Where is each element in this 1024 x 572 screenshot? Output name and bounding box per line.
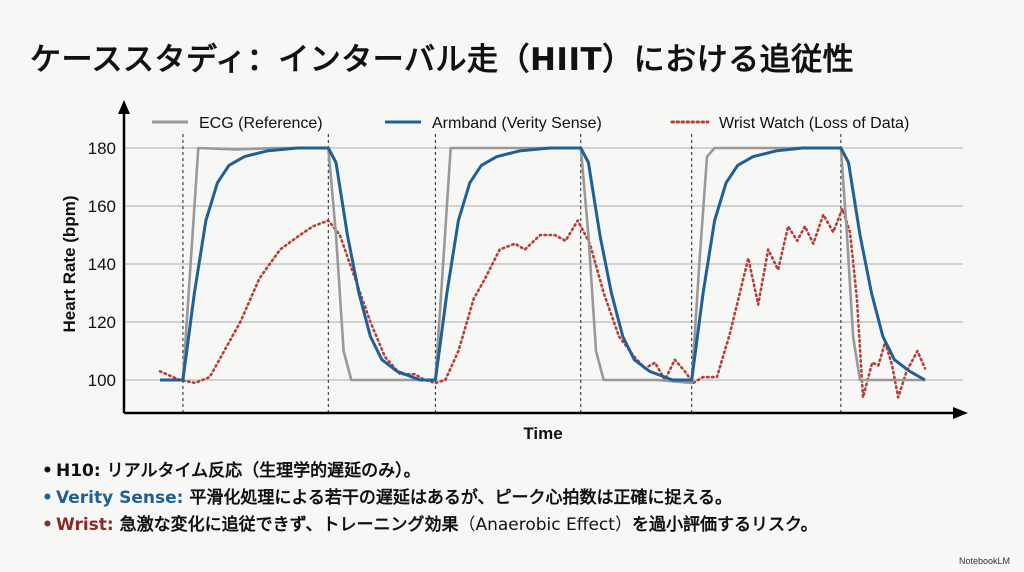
notebooklm-brand: NotebookLM [958, 556, 1010, 566]
bullet-text: リアルタイム反応（生理学的遅延のみ）。 [106, 461, 421, 481]
series-line-ecg [160, 146, 925, 385]
bullet-dot: • [42, 515, 53, 535]
legend-label: ECG (Reference) [199, 115, 323, 132]
slide-title: ケーススタディ：インターバル走（HIIT）における追従性 [30, 42, 855, 78]
bullet-text: 平滑化処理による若干の遅延はあるが、ピーク心拍数は正確に捉える。 [189, 488, 732, 508]
heart-rate-chart: 100 120 140 160 180 Time Heart Rate (bpm) ECG (… [60, 100, 968, 443]
bullet-label: H10: [56, 461, 101, 481]
bullet-dot: • [42, 461, 53, 481]
bullet-verity: • Verity Sense: 平滑化処理による若干の遅延はあるが、ピーク心拍数は… [42, 485, 818, 512]
series-line-armband [160, 146, 926, 382]
bullet-label: Wrist: [56, 515, 114, 535]
y-axis-arrow-icon [118, 100, 130, 114]
series-line-wrist [158, 207, 927, 399]
bullet-text-tail: を過小評価するリスク。 [631, 515, 818, 535]
y-tick-label: 160 [88, 197, 116, 216]
x-axis-label: Time [523, 424, 562, 443]
y-tick-label: 140 [88, 255, 116, 274]
bullet-label: Verity Sense: [56, 488, 184, 508]
y-tick-label: 100 [88, 371, 116, 390]
x-axis-arrow-icon [953, 407, 968, 419]
bullet-dot: • [42, 488, 53, 508]
bullet-h10: • H10: リアルタイム反応（生理学的遅延のみ）。 [42, 458, 818, 485]
bullet-text: 急激な変化に追従できず、トレーニング効果 [119, 515, 459, 535]
bullet-list: • H10: リアルタイム反応（生理学的遅延のみ）。 • Verity Sense:… [42, 458, 818, 539]
bullet-wrist: • Wrist: 急激な変化に追従できず、トレーニング効果（Anaerobic E… [42, 512, 818, 539]
legend-label: Wrist Watch (Loss of Data) [719, 115, 909, 132]
y-tick-label: 180 [88, 139, 116, 158]
legend-label: Armband (Verity Sense) [432, 115, 602, 132]
y-axis-label: Heart Rate (bpm) [60, 196, 79, 333]
y-tick-label: 120 [88, 313, 116, 332]
bullet-text-paren: （Anaerobic Effect） [458, 515, 632, 535]
